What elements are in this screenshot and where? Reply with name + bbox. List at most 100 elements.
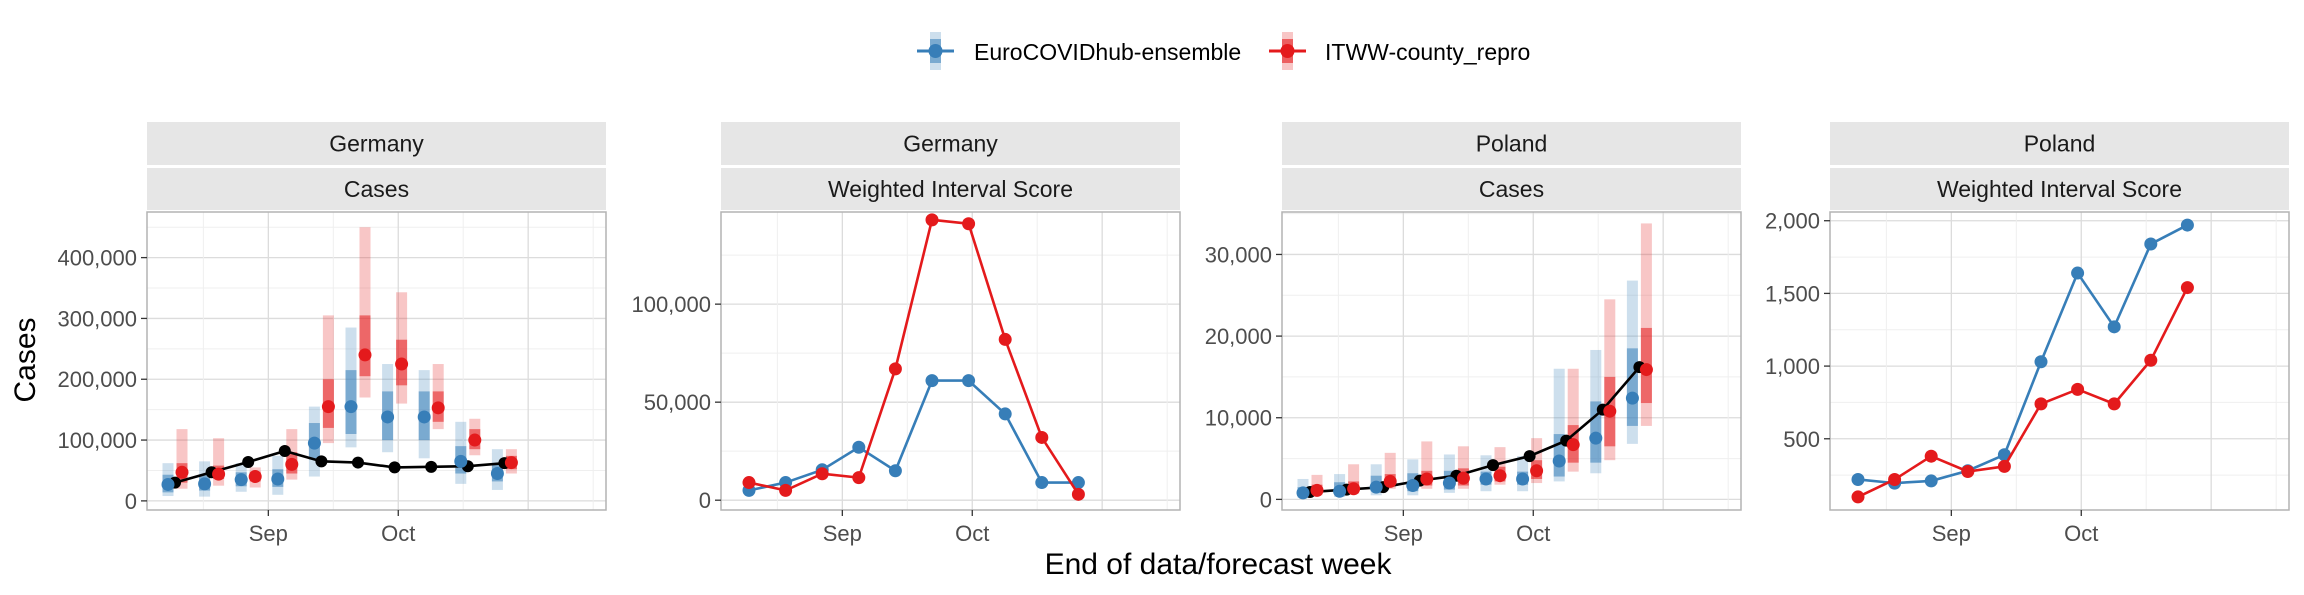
interval-inner-bar xyxy=(359,315,371,377)
median-point xyxy=(381,410,395,424)
y-tick-label: 300,000 xyxy=(57,306,137,331)
interval-outer-bar xyxy=(359,227,371,398)
observed-point xyxy=(242,455,255,468)
panel-background xyxy=(147,212,606,510)
score-point xyxy=(925,213,939,227)
score-point xyxy=(852,440,866,454)
x-tick-label: Sep xyxy=(1932,521,1971,546)
x-tick-label: Sep xyxy=(249,521,288,546)
median-point xyxy=(212,467,226,481)
score-point xyxy=(1888,472,1902,486)
panel-border xyxy=(1829,211,2290,511)
median-point xyxy=(1383,474,1397,488)
score-point xyxy=(962,374,976,388)
legend-item-ensemble: EuroCOVIDhub-ensemble xyxy=(917,32,1241,70)
y-tick-label: 2,000 xyxy=(1765,209,1820,234)
y-tick-label: 20,000 xyxy=(1205,324,1272,349)
score-point xyxy=(925,374,939,388)
y-tick-label: 1,500 xyxy=(1765,281,1820,306)
x-axis-title: End of data/forecast week xyxy=(1045,548,1393,581)
y-tick-label: 1,000 xyxy=(1765,354,1820,379)
panel-background xyxy=(1830,212,2289,510)
median-point xyxy=(417,410,431,424)
median-point xyxy=(1420,472,1434,486)
median-point xyxy=(1530,464,1544,478)
interval-outer-bar xyxy=(1348,464,1360,494)
strip-bottom-bg xyxy=(721,168,1180,210)
strip-location: Poland xyxy=(1476,131,1548,157)
interval-outer-bar xyxy=(1640,223,1652,426)
median-point xyxy=(490,467,504,481)
score-point xyxy=(2071,266,2085,280)
median-point xyxy=(395,357,409,371)
interval-outer-bar xyxy=(1553,368,1565,482)
legend: EuroCOVIDhub-ensemble ITWW-county_repro xyxy=(917,32,1530,70)
y-tick-label: 0 xyxy=(699,488,711,513)
median-point xyxy=(1639,363,1653,377)
median-point xyxy=(248,470,262,484)
median-point xyxy=(1479,472,1493,486)
strip-location: Poland xyxy=(2024,131,2096,157)
score-point xyxy=(1961,464,1975,478)
score-point xyxy=(2107,320,2121,334)
median-point xyxy=(1625,391,1639,405)
x-tick-label: Oct xyxy=(2064,521,2098,546)
score-point xyxy=(2071,382,2085,396)
observed-point xyxy=(278,445,291,458)
y-tick-label: 50,000 xyxy=(644,390,711,415)
strip-top-bg xyxy=(1830,122,2289,165)
median-point xyxy=(358,348,372,362)
score-point xyxy=(815,467,829,481)
x-tick-label: Oct xyxy=(381,521,415,546)
median-point xyxy=(285,457,299,471)
median-point xyxy=(1456,471,1470,485)
y-tick-label: 200,000 xyxy=(57,367,137,392)
score-point xyxy=(2144,353,2158,367)
score-point xyxy=(1851,472,1865,486)
median-point xyxy=(307,436,321,450)
median-point xyxy=(431,401,445,415)
y-tick-label: 500 xyxy=(1783,427,1820,452)
strip-target: Cases xyxy=(344,176,409,202)
score-point xyxy=(2034,397,2048,411)
x-tick-label: Oct xyxy=(955,521,989,546)
score-point xyxy=(2034,355,2048,369)
strip-location: Germany xyxy=(329,131,424,157)
strip-target: Cases xyxy=(1479,176,1544,202)
median-point xyxy=(1493,469,1507,483)
observed-point xyxy=(1523,450,1536,463)
median-point xyxy=(504,456,518,470)
legend-label-ensemble: EuroCOVIDhub-ensemble xyxy=(974,39,1241,65)
median-point xyxy=(1347,482,1361,496)
score-point xyxy=(888,362,902,376)
strip-target: Weighted Interval Score xyxy=(1937,176,2182,202)
interval-inner-bar xyxy=(1626,348,1638,426)
y-tick-label: 100,000 xyxy=(57,428,137,453)
strip-top-bg xyxy=(721,122,1180,165)
y-tick-label: 400,000 xyxy=(57,246,137,271)
interval-outer-bar xyxy=(213,438,225,486)
interval-outer-bar xyxy=(1567,368,1579,472)
panel-2: Germany Weighted Interval Score 0 50,000 100… xyxy=(631,122,1181,546)
panel-1: Germany Cases 0 100,000 200,000 300,000 400,00… xyxy=(57,122,607,546)
interval-outer-bar xyxy=(1421,441,1433,489)
median-point xyxy=(468,433,482,447)
y-axis-title: Cases xyxy=(9,317,42,402)
legend-key-ensemble-point xyxy=(928,44,943,58)
score-point xyxy=(2180,218,2194,232)
score-point xyxy=(1071,476,1085,490)
score-line xyxy=(1857,287,2189,499)
strip-top-bg xyxy=(147,122,606,165)
score-point xyxy=(1997,448,2011,462)
panel-background xyxy=(721,212,1180,510)
score-point xyxy=(1035,476,1049,490)
score-point xyxy=(2144,237,2158,251)
score-point xyxy=(2180,281,2194,295)
median-point xyxy=(1369,480,1383,494)
score-point xyxy=(1071,487,1085,501)
panel-border xyxy=(1281,211,1742,511)
observed-point xyxy=(425,460,438,473)
interval-outer-bar xyxy=(1457,446,1469,489)
panel-border xyxy=(146,211,607,511)
